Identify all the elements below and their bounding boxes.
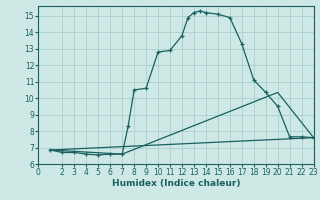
X-axis label: Humidex (Indice chaleur): Humidex (Indice chaleur) [112,179,240,188]
